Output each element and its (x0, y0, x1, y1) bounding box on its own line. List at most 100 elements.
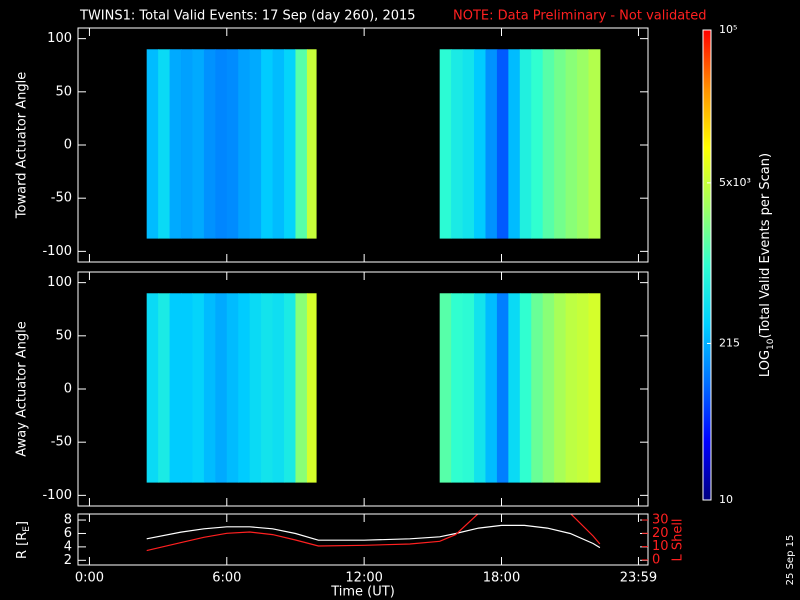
heat-cell (439, 49, 452, 239)
heat-cell (565, 49, 578, 239)
y-tick-label: -100 (42, 488, 72, 503)
heat-cell (451, 49, 464, 239)
heat-cell (588, 293, 601, 483)
y-tick-label: -50 (51, 435, 72, 450)
x-tick-label: 23:59 (620, 571, 657, 586)
colorbar-label-part: LOG (758, 350, 773, 377)
heat-cell (238, 293, 251, 483)
heat-cell (554, 49, 567, 239)
heat-cell (284, 49, 296, 239)
heat-cell (249, 49, 262, 239)
heat-cell (306, 293, 317, 483)
heat-cell (226, 293, 239, 483)
y-tick-label: -50 (51, 191, 72, 206)
colorbar (702, 29, 712, 501)
heat-cell (542, 49, 555, 239)
ylabel-part: ] (15, 521, 30, 526)
y2-tick-label: 20 (652, 526, 669, 541)
heat-cell (451, 293, 464, 483)
y2-tick-label: 30 (652, 512, 669, 527)
colorbar-tick-label: 215 (719, 336, 740, 349)
heat-cell (272, 293, 285, 483)
heat-cell (181, 293, 193, 483)
x-tick-label: 12:00 (345, 571, 382, 586)
colorbar-label-part: (Total Valid Events per Scan) (758, 153, 773, 339)
ylabel-part: R [R (15, 532, 30, 559)
heat-cell (462, 49, 475, 239)
title: TWINS1: Total Valid Events: 17 Sep (day … (79, 9, 416, 24)
y-tick-label: 8 (64, 513, 72, 528)
heat-cell (158, 293, 171, 483)
heat-cell (146, 49, 159, 239)
heat-cell (462, 293, 475, 483)
line-ylabel: R [RE] (15, 521, 32, 559)
y-tick-label: 6 (64, 526, 72, 541)
y-axis-label: Away Actuator Angle (15, 321, 30, 456)
heat-cell (588, 49, 601, 239)
colorbar-tick-label: 10⁵ (719, 23, 737, 36)
heat-cell (146, 293, 159, 483)
y-tick-label: 50 (55, 328, 72, 343)
heat-cell (203, 49, 216, 239)
heat-cell (226, 49, 239, 239)
heat-cell (238, 49, 251, 239)
heat-cell (577, 293, 589, 483)
y-tick-label: 100 (47, 275, 72, 290)
y-tick-label: -100 (42, 244, 72, 259)
heat-cell (203, 293, 216, 483)
x-tick-label: 0:00 (75, 571, 104, 586)
heat-cell (485, 293, 498, 483)
colorbar-tick-label: 5x10³ (719, 176, 751, 189)
y-tick-label: 50 (55, 84, 72, 99)
note: NOTE: Data Preliminary - Not validated (453, 9, 707, 24)
y-tick-label: 0 (64, 382, 72, 397)
colorbar-tick-label: 10 (719, 493, 733, 506)
heat-cell (508, 49, 521, 239)
heat-cell (284, 293, 296, 483)
heat-cell (169, 293, 182, 483)
heat-cell (531, 293, 544, 483)
heat-cell (496, 293, 509, 483)
y-tick-label: 100 (47, 31, 72, 46)
panel-frame (77, 513, 649, 566)
series-line (146, 524, 601, 549)
heat-cell (508, 293, 521, 483)
heat-cell (295, 293, 308, 483)
heat-cell (554, 293, 567, 483)
heat-cell (542, 293, 555, 483)
heat-cell (215, 293, 228, 483)
ylabel-sub: E (22, 526, 32, 532)
heat-cell (215, 49, 228, 239)
line-y2label: L Shell (671, 518, 686, 561)
heat-cell (474, 49, 486, 239)
heat-cell (295, 49, 308, 239)
heat-cell (474, 293, 486, 483)
date-stamp: 25 Sep 15 (785, 535, 796, 586)
heat-cell (577, 49, 589, 239)
heat-cell (181, 49, 193, 239)
heat-cell (272, 49, 285, 239)
heat-cell (306, 49, 317, 239)
heat-cell (249, 293, 262, 483)
y2-tick-label: 0 (652, 552, 660, 567)
heat-cell (519, 293, 532, 483)
heat-cell (192, 293, 205, 483)
y-tick-label: 2 (64, 553, 72, 568)
heat-cell (565, 293, 578, 483)
x-axis-label: Time (UT) (330, 585, 395, 600)
heat-cell (519, 49, 532, 239)
heat-cell (158, 49, 171, 239)
y-axis-label: Toward Actuator Angle (15, 72, 30, 219)
heat-cell (169, 49, 182, 239)
heat-cell (192, 49, 205, 239)
heat-cell (439, 293, 452, 483)
y-tick-label: 0 (64, 138, 72, 153)
colorbar-label-sub: 10 (766, 338, 776, 350)
line-group (146, 514, 601, 552)
y2-tick-label: 10 (652, 539, 669, 554)
x-tick-label: 18:00 (483, 571, 520, 586)
heat-cell (261, 49, 274, 239)
heat-cell (496, 49, 509, 239)
colorbar-label: LOG10(Total Valid Events per Scan) (758, 153, 776, 377)
